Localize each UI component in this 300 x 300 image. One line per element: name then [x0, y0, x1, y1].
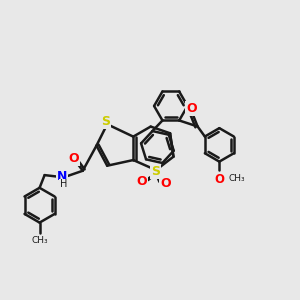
Text: S: S: [151, 165, 160, 178]
Text: O: O: [186, 102, 196, 115]
Text: H: H: [60, 179, 67, 189]
Text: CH₃: CH₃: [31, 236, 48, 245]
Text: O: O: [137, 175, 147, 188]
Text: S: S: [101, 115, 110, 128]
Text: O: O: [160, 177, 171, 190]
Text: CH₃: CH₃: [229, 174, 245, 183]
Text: O: O: [68, 152, 79, 164]
Text: N: N: [57, 170, 67, 183]
Text: O: O: [214, 173, 224, 186]
